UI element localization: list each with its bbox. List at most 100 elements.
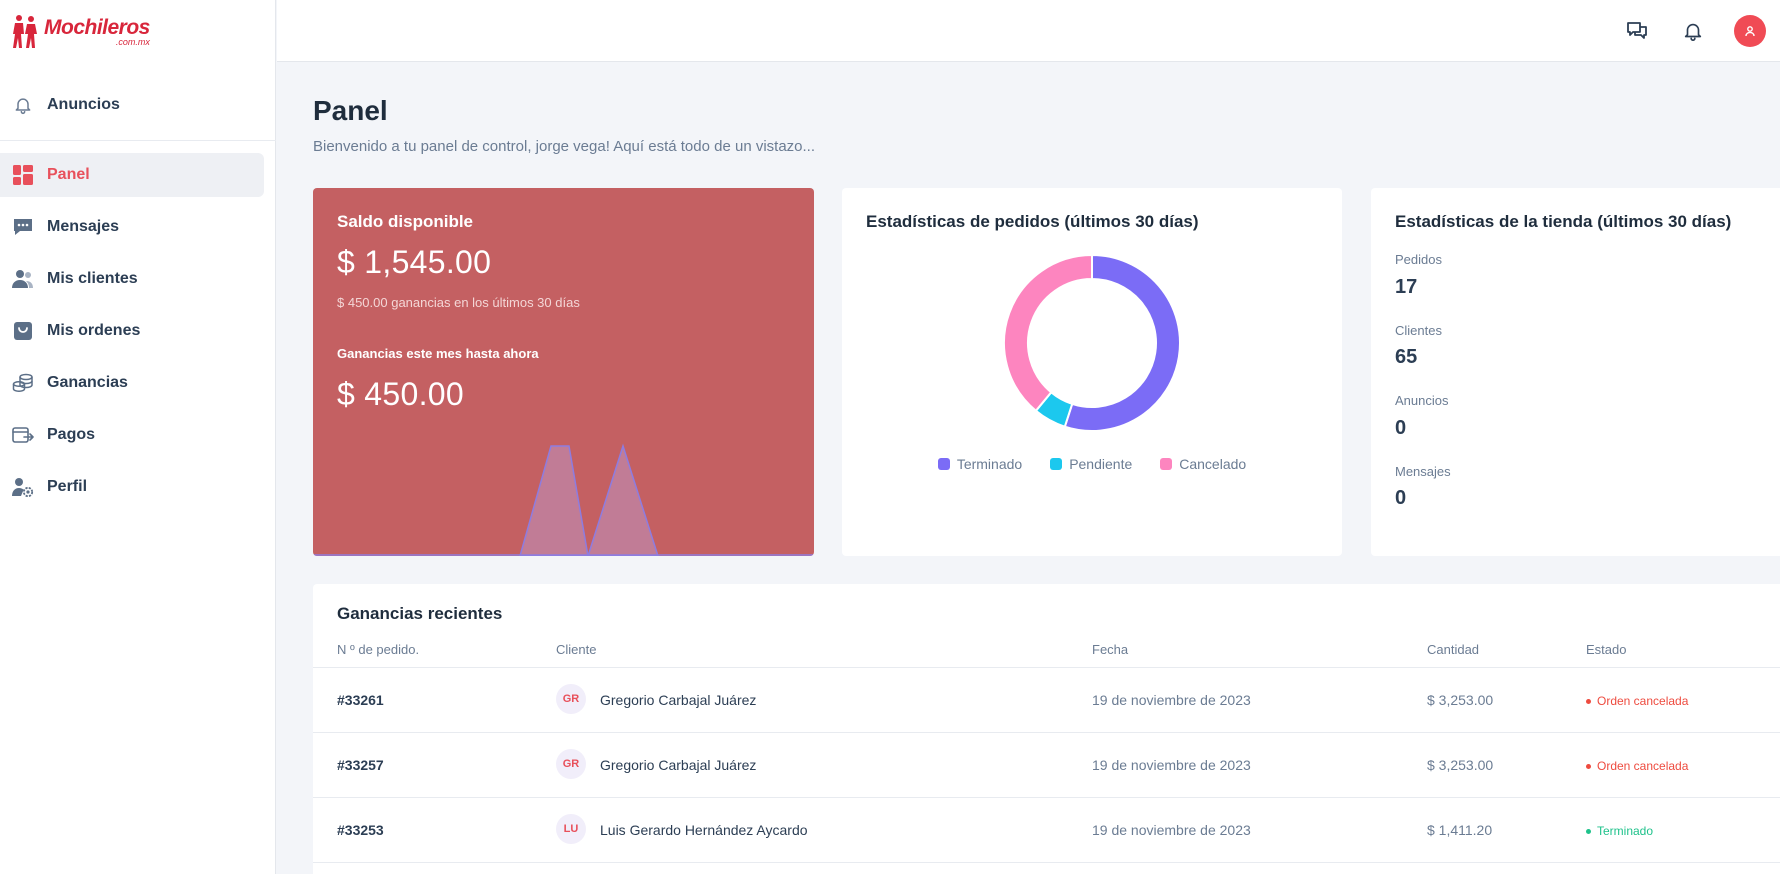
stat-value-anuncios: 0 [1395, 417, 1407, 439]
orders-stats-card: Estadísticas de pedidos (últimos 30 días… [842, 188, 1342, 556]
order-date: 19 de noviembre de 2023 [1092, 757, 1251, 773]
donut-slice-cancelado[interactable] [1003, 253, 1093, 413]
donut-slice-terminado[interactable] [1063, 253, 1181, 432]
stat-label-anuncios: Anuncios [1395, 393, 1449, 408]
column-header-client[interactable]: Cliente [556, 642, 597, 657]
brand-domain: .com.mx [115, 37, 150, 47]
messages-icon[interactable] [1623, 17, 1651, 45]
status-text: Orden cancelada [1597, 694, 1689, 708]
store-stats-card: Estadísticas de la tienda (últimos 30 dí… [1371, 188, 1780, 556]
order-amount: $ 3,253.00 [1427, 692, 1494, 708]
dashboard-icon [12, 164, 34, 186]
sidebar-item-label: Anuncios [47, 96, 120, 113]
store-stats-title: Estadísticas de la tienda (últimos 30 dí… [1395, 212, 1732, 231]
recent-earnings-title: Ganancias recientes [337, 604, 503, 623]
order-amount: $ 1,411.20 [1427, 822, 1493, 838]
sidebar-item-label: Mis ordenes [47, 322, 141, 339]
table-divider [313, 667, 1780, 668]
status-text: Terminado [1597, 824, 1654, 838]
sidebar-item-pagos[interactable]: Pagos [0, 413, 264, 457]
column-header-order[interactable]: N º de pedido. [337, 642, 420, 657]
client-name: Gregorio Carbajal Juárez [600, 692, 757, 708]
earnings-sparkline [313, 443, 814, 556]
user-gear-icon [12, 476, 34, 498]
chart-legend: Terminado Pendiente Cancelado [842, 456, 1342, 472]
column-header-status[interactable]: Estado [1586, 642, 1627, 657]
bag-icon [12, 320, 34, 342]
column-header-date[interactable]: Fecha [1092, 642, 1129, 657]
stat-label-mensajes: Mensajes [1395, 464, 1451, 479]
legend-swatch [1050, 458, 1063, 470]
sidebar-item-anuncios[interactable]: Anuncios [0, 83, 264, 127]
page-title: Panel [313, 95, 388, 126]
legend-label: Cancelado [1179, 456, 1247, 472]
sidebar-item-mensajes[interactable]: Mensajes [0, 205, 264, 249]
balance-card: Saldo disponible $ 1,545.00 $ 450.00 gan… [313, 188, 814, 556]
sidebar-item-label: Ganancias [47, 374, 128, 391]
client-initials-badge: GR [556, 684, 586, 714]
sidebar-item-ganancias[interactable]: Ganancias [0, 361, 264, 405]
status-dot [1586, 698, 1591, 704]
sidebar-item-label: Pagos [47, 426, 96, 443]
client-initials-badge: GR [556, 749, 586, 779]
table-row-divider [313, 732, 1780, 733]
page-subtitle: Bienvenido a tu panel de control, jorge … [313, 138, 816, 155]
client-name: Gregorio Carbajal Juárez [600, 757, 757, 773]
legend-item-pendiente[interactable]: Pendiente [1050, 456, 1132, 472]
sidebar-item-perfil[interactable]: Perfil [0, 465, 264, 509]
stat-value-clientes: 65 [1395, 346, 1418, 368]
month-earnings-amount: $ 450.00 [337, 376, 464, 412]
legend-item-terminado[interactable]: Terminado [937, 456, 1023, 472]
balance-amount: $ 1,545.00 [337, 244, 492, 280]
sidebar-item-mis-clientes[interactable]: Mis clientes [0, 257, 264, 301]
stat-label-clientes: Clientes [1395, 323, 1442, 338]
sidebar-item-label: Mensajes [47, 218, 120, 235]
table-row-divider [313, 862, 1780, 863]
top-bar [277, 0, 1780, 62]
sidebar: Mochileros .com.mx Anuncios Panel Mensaj… [0, 0, 276, 874]
status-badge: Terminado [1586, 824, 1653, 838]
notifications-icon[interactable] [1679, 17, 1707, 45]
brand-logo[interactable]: Mochileros .com.mx [10, 14, 150, 54]
user-avatar[interactable] [1734, 15, 1766, 47]
order-date: 19 de noviembre de 2023 [1092, 692, 1251, 708]
users-icon [12, 268, 34, 290]
order-number[interactable]: #33261 [337, 692, 384, 708]
order-number[interactable]: #33257 [337, 757, 384, 773]
status-text: Orden cancelada [1597, 759, 1689, 773]
legend-label: Terminado [956, 456, 1023, 472]
legend-swatch [1160, 458, 1173, 470]
bell-icon [12, 94, 34, 116]
status-dot [1586, 763, 1591, 769]
sidebar-item-panel[interactable]: Panel [0, 153, 264, 197]
legend-item-cancelado[interactable]: Cancelado [1160, 456, 1246, 472]
legend-swatch [937, 458, 950, 470]
payment-icon [12, 424, 34, 446]
status-badge: Orden cancelada [1586, 759, 1688, 773]
order-date: 19 de noviembre de 2023 [1092, 822, 1251, 838]
sidebar-item-mis-ordenes[interactable]: Mis ordenes [0, 309, 264, 353]
balance-title: Saldo disponible [337, 212, 474, 231]
stat-label-pedidos: Pedidos [1395, 252, 1442, 267]
coins-icon [12, 372, 34, 394]
sidebar-item-label: Mis clientes [47, 270, 138, 287]
client-initials-badge: LU [556, 814, 586, 844]
month-earnings-label: Ganancias este mes hasta ahora [337, 346, 539, 361]
chat-icon [12, 216, 34, 238]
earnings-note: $ 450.00 ganancias en los últimos 30 día… [337, 295, 580, 310]
client-name: Luis Gerardo Hernández Aycardo [600, 822, 808, 838]
sidebar-item-label: Panel [47, 166, 90, 183]
status-badge: Orden cancelada [1586, 694, 1688, 708]
user-icon [1745, 26, 1755, 37]
status-dot [1586, 828, 1591, 834]
orders-stats-title: Estadísticas de pedidos (últimos 30 días… [866, 212, 1199, 231]
backpacker-icon [13, 15, 37, 48]
column-header-amount[interactable]: Cantidad [1427, 642, 1480, 657]
orders-donut-chart [1003, 253, 1181, 432]
brand-name: Mochileros [44, 16, 150, 39]
recent-earnings-card: Ganancias recientes N º de pedido. Clien… [313, 584, 1780, 874]
stat-value-mensajes: 0 [1395, 487, 1407, 509]
order-number[interactable]: #33253 [337, 822, 384, 838]
legend-label: Pendiente [1069, 456, 1133, 472]
sidebar-item-label: Perfil [47, 478, 88, 495]
